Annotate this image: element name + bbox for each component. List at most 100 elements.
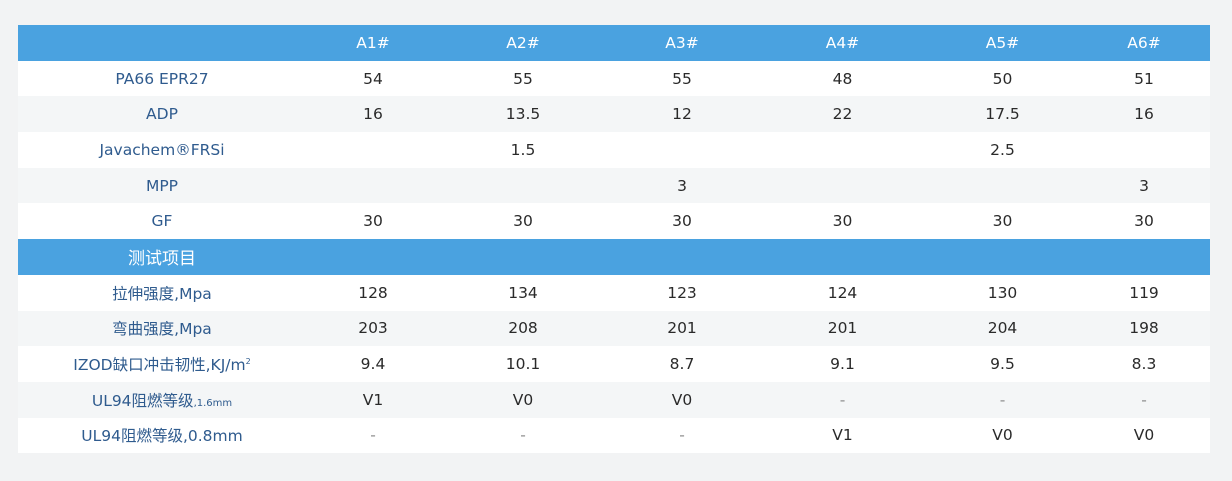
table-cell: 55 (440, 60, 606, 97)
table-cell (758, 167, 927, 204)
table-cell: 30 (1078, 203, 1210, 240)
table-row: ADP 16 13.5 12 22 17.5 16 (18, 96, 1210, 133)
table-cell: 123 (606, 274, 758, 311)
superscript-exponent: 2 (245, 357, 251, 367)
header-empty-cell (927, 239, 1078, 275)
header-empty-cell (306, 239, 440, 275)
table-cell (1078, 132, 1210, 168)
row-label: PA66 EPR27 (18, 60, 306, 97)
table-cell: 22 (758, 96, 927, 133)
table-cell: - (606, 417, 758, 454)
table-cell: V1 (306, 381, 440, 418)
header-empty-cell (606, 239, 758, 275)
table-cell: 16 (306, 96, 440, 133)
table-cell: 208 (440, 310, 606, 347)
table-cell (758, 132, 927, 168)
table-cell: V1 (758, 417, 927, 454)
table-cell: 128 (306, 274, 440, 311)
table-cell: 9.5 (927, 346, 1078, 382)
table-cell: V0 (1078, 417, 1210, 454)
table-cell: 8.7 (606, 346, 758, 382)
table-cell: - (1078, 381, 1210, 418)
table-row: GF 30 30 30 30 30 30 (18, 203, 1210, 240)
table-row: 弯曲强度,Mpa 203 208 201 201 204 198 (18, 310, 1210, 347)
row-label: 弯曲强度,Mpa (18, 310, 306, 347)
row-label-text: UL94阻燃等级 (91, 391, 194, 410)
test-items-header-row: 测试项目 (18, 239, 1210, 275)
table-cell: 198 (1078, 310, 1210, 347)
row-label: 拉伸强度,Mpa (18, 274, 306, 311)
table-cell: 8.3 (1078, 346, 1210, 382)
table-cell: 201 (606, 310, 758, 347)
table-cell: 50 (927, 60, 1078, 97)
table-cell (306, 167, 440, 204)
table-cell: 9.1 (758, 346, 927, 382)
table-cell: 9.4 (306, 346, 440, 382)
header-label-cell (18, 25, 306, 61)
table-cell: 30 (927, 203, 1078, 240)
table-row: MPP 3 3 (18, 167, 1210, 204)
table-cell: 16 (1078, 96, 1210, 133)
table-cell: 30 (758, 203, 927, 240)
table-cell: 51 (1078, 60, 1210, 97)
column-header: A4# (758, 25, 927, 61)
table-cell: 10.1 (440, 346, 606, 382)
table-row: PA66 EPR27 54 55 55 48 50 51 (18, 60, 1210, 97)
table-cell: 201 (758, 310, 927, 347)
table-cell: 3 (1078, 167, 1210, 204)
table-cell: 30 (306, 203, 440, 240)
formulation-table: A1# A2# A3# A4# A5# A6# PA66 EPR27 54 55… (18, 25, 1210, 454)
table-cell: 12 (606, 96, 758, 133)
row-label: GF (18, 203, 306, 240)
table-cell: V0 (440, 381, 606, 418)
table-cell: 30 (606, 203, 758, 240)
table-cell: 17.5 (927, 96, 1078, 133)
table-cell: - (758, 381, 927, 418)
table-cell: V0 (927, 417, 1078, 454)
table-cell: 13.5 (440, 96, 606, 133)
table-cell: 130 (927, 274, 1078, 311)
table-cell (306, 132, 440, 168)
table-cell: 2.5 (927, 132, 1078, 168)
table-cell: 204 (927, 310, 1078, 347)
column-header: A2# (440, 25, 606, 61)
table-cell: 30 (440, 203, 606, 240)
header-empty-cell (758, 239, 927, 275)
table-cell (440, 167, 606, 204)
header-empty-cell (440, 239, 606, 275)
column-header: A1# (306, 25, 440, 61)
table-row: UL94阻燃等级,0.8mm - - - V1 V0 V0 (18, 417, 1210, 454)
table-cell (606, 132, 758, 168)
row-label: UL94阻燃等级,0.8mm (18, 417, 306, 454)
table-row: IZOD缺口冲击韧性,KJ/m2 9.4 10.1 8.7 9.1 9.5 8.… (18, 346, 1210, 382)
row-label: Javachem®FRSi (18, 132, 306, 168)
table-cell: 54 (306, 60, 440, 97)
table-cell: V0 (606, 381, 758, 418)
row-label: ADP (18, 96, 306, 133)
table-row: UL94阻燃等级,1.6mm V1 V0 V0 - - - (18, 381, 1210, 418)
table-cell (927, 167, 1078, 204)
column-header: A6# (1078, 25, 1210, 61)
row-label: IZOD缺口冲击韧性,KJ/m2 (18, 346, 306, 382)
row-label: UL94阻燃等级,1.6mm (18, 381, 306, 418)
table-cell: 124 (758, 274, 927, 311)
table-cell: - (306, 417, 440, 454)
table-row: 拉伸强度,Mpa 128 134 123 124 130 119 (18, 274, 1210, 311)
header-empty-cell (1078, 239, 1210, 275)
row-label-text: IZOD缺口冲击韧性,KJ/m (73, 356, 246, 375)
row-label-unit: ,1.6mm (193, 397, 233, 409)
table-cell: - (440, 417, 606, 454)
row-label: MPP (18, 167, 306, 204)
table-cell: 134 (440, 274, 606, 311)
table-cell: 3 (606, 167, 758, 204)
table-row: Javachem®FRSi 1.5 2.5 (18, 132, 1210, 168)
test-items-header: 测试项目 (18, 239, 306, 275)
column-header: A5# (927, 25, 1078, 61)
sample-header-row: A1# A2# A3# A4# A5# A6# (18, 25, 1210, 61)
table-cell: 55 (606, 60, 758, 97)
table-cell: - (927, 381, 1078, 418)
table-cell: 119 (1078, 274, 1210, 311)
table-cell: 48 (758, 60, 927, 97)
table-cell: 1.5 (440, 132, 606, 168)
column-header: A3# (606, 25, 758, 61)
